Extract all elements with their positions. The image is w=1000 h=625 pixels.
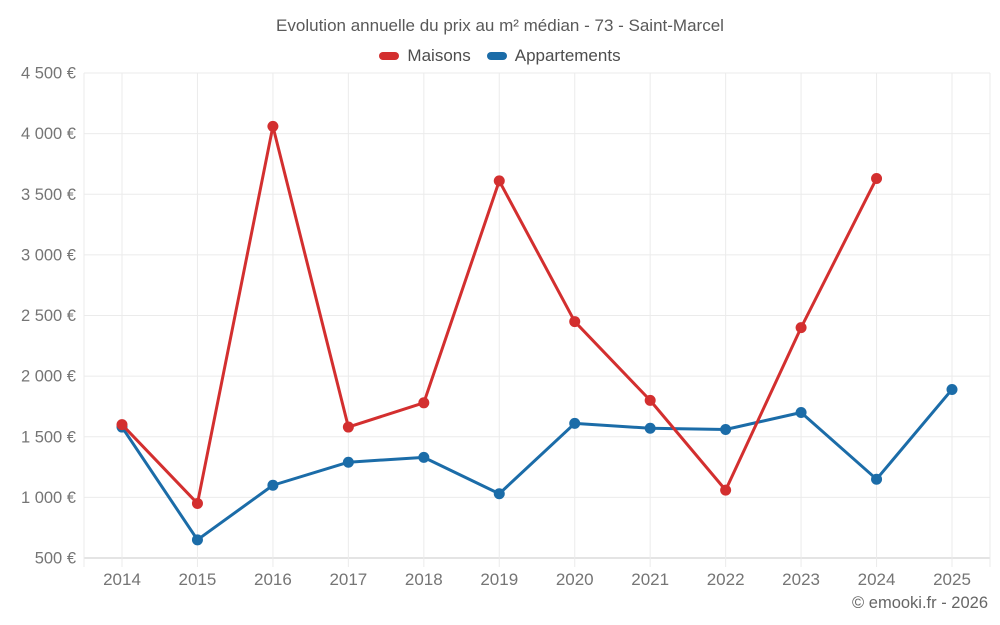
y-tick-label: 3 500 € <box>21 186 76 204</box>
x-tick-label: 2016 <box>254 570 292 589</box>
data-point-maisons-2018[interactable] <box>418 397 430 409</box>
y-tick-label: 1 500 € <box>21 428 76 446</box>
data-point-maisons-2016[interactable] <box>267 120 279 132</box>
x-tick-label: 2018 <box>405 570 443 589</box>
y-tick-label: 500 € <box>35 550 76 568</box>
chart-legend: Maisons Appartements <box>0 46 1000 66</box>
data-point-maisons-2015[interactable] <box>191 497 203 509</box>
legend-label-appartements: Appartements <box>514 46 621 65</box>
data-point-appartements-2019[interactable] <box>493 488 505 500</box>
x-tick-label: 2025 <box>933 570 971 589</box>
x-tick-label: 2014 <box>103 570 141 589</box>
x-tick-label: 2017 <box>329 570 367 589</box>
x-tick-label: 2023 <box>782 570 820 589</box>
data-point-maisons-2020[interactable] <box>569 316 581 328</box>
appartements-swatch-icon <box>486 52 507 60</box>
legend-label-maisons: Maisons <box>407 46 471 65</box>
series-line-appartements <box>120 387 954 542</box>
x-tick-label: 2015 <box>179 570 217 589</box>
data-point-appartements-2025[interactable] <box>946 383 958 395</box>
copyright-footer: © emooki.fr - 2026 <box>852 594 988 612</box>
maisons-swatch-icon <box>379 52 400 60</box>
x-tick-label: 2019 <box>480 570 518 589</box>
data-point-appartements-2020[interactable] <box>569 417 581 429</box>
data-point-appartements-2021[interactable] <box>644 422 656 434</box>
legend-item-appartements[interactable]: Appartements <box>486 46 621 66</box>
y-tick-label: 2 500 € <box>21 307 76 325</box>
data-point-appartements-2023[interactable] <box>795 407 807 418</box>
y-tick-label: 1 000 € <box>21 489 76 507</box>
data-point-appartements-2018[interactable] <box>418 451 430 463</box>
data-point-maisons-2024[interactable] <box>871 172 883 184</box>
data-point-maisons-2019[interactable] <box>493 175 505 187</box>
chart-title: Evolution annuelle du prix au m² médian … <box>276 16 724 35</box>
data-point-appartements-2017[interactable] <box>342 456 354 468</box>
x-tick-label: 2022 <box>707 570 745 589</box>
data-point-appartements-2022[interactable] <box>720 423 732 435</box>
data-point-maisons-2021[interactable] <box>644 394 656 406</box>
data-point-appartements-2016[interactable] <box>267 479 279 491</box>
data-point-maisons-2017[interactable] <box>342 421 354 433</box>
y-tick-label: 3 000 € <box>21 246 76 264</box>
y-tick-label: 4 500 € <box>21 65 76 83</box>
y-tick-label: 2 000 € <box>21 368 76 386</box>
data-point-maisons-2023[interactable] <box>795 322 807 334</box>
data-point-maisons-2022[interactable] <box>720 484 732 496</box>
legend-item-maisons[interactable]: Maisons <box>379 46 471 66</box>
data-point-appartements-2024[interactable] <box>871 473 883 485</box>
data-point-appartements-2015[interactable] <box>191 534 203 546</box>
x-tick-label: 2024 <box>858 570 896 589</box>
y-tick-label: 4 000 € <box>21 125 76 143</box>
data-point-maisons-2014[interactable] <box>116 419 128 431</box>
x-tick-label: 2020 <box>556 570 594 589</box>
x-tick-label: 2021 <box>631 570 669 589</box>
